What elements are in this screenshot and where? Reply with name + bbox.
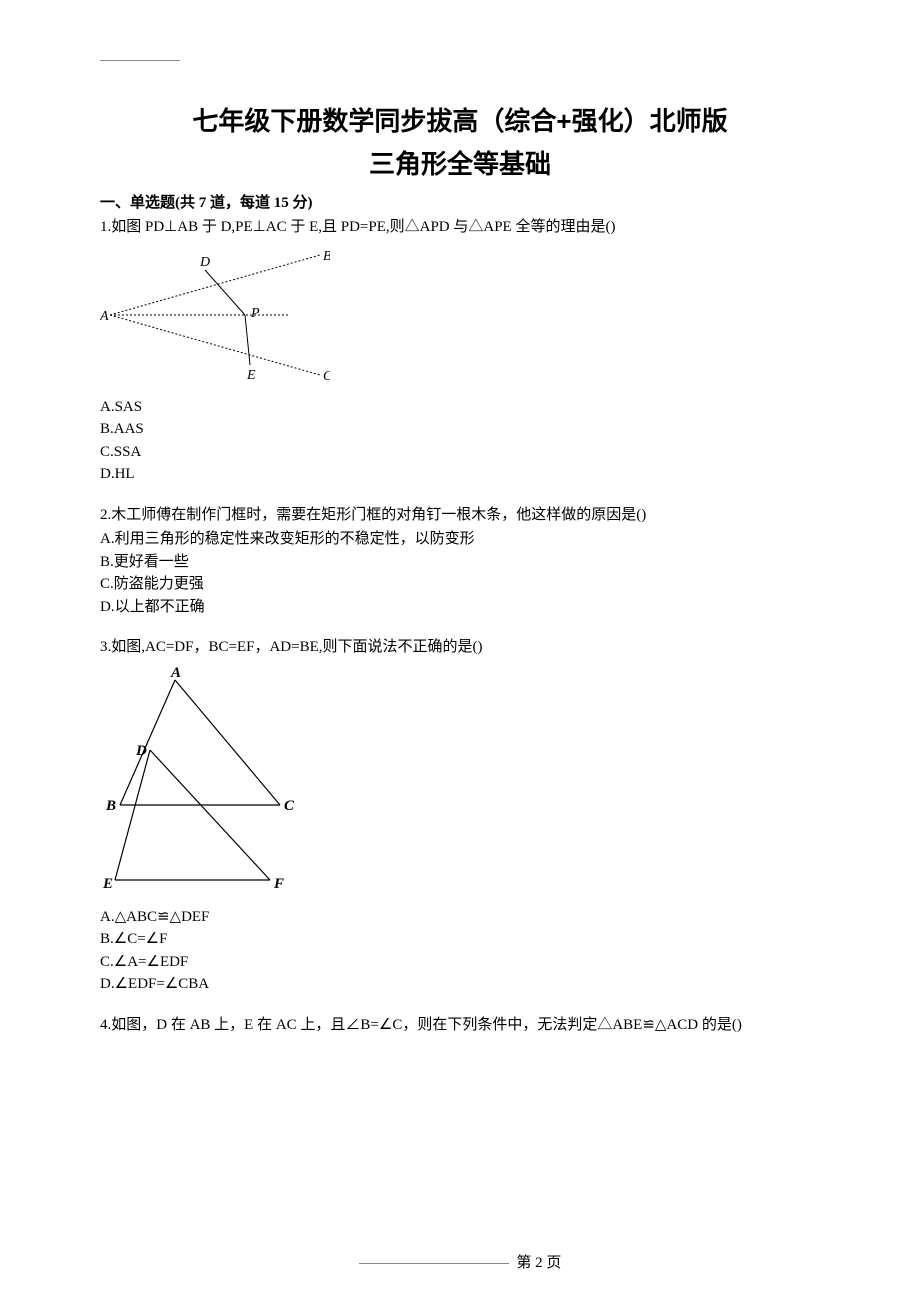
q3-figure: A B C D E F <box>100 665 820 900</box>
q1-text: 1.如图 PD⊥AB 于 D,PE⊥AC 于 E,且 PD=PE,则△APD 与… <box>100 216 820 239</box>
svg-text:P: P <box>250 306 260 321</box>
question-1: 1.如图 PD⊥AB 于 D,PE⊥AC 于 E,且 PD=PE,则△APD 与… <box>100 216 820 486</box>
svg-text:E: E <box>246 368 256 383</box>
question-2: 2.木工师傅在制作门框时，需要在矩形门框的对角钉一根木条，他这样做的原因是() … <box>100 504 820 619</box>
svg-text:B: B <box>323 249 330 264</box>
q1-svg: A B C D E P <box>100 245 330 385</box>
question-4: 4.如图，D 在 AB 上，E 在 AC 上，且∠B=∠C，则在下列条件中，无法… <box>100 1014 820 1037</box>
page-footer: 第 2 页 <box>0 1251 920 1272</box>
q1-optA: A.SAS <box>100 396 820 419</box>
q3-optC: C.∠A=∠EDF <box>100 951 820 974</box>
footer-rule <box>359 1263 509 1264</box>
q3-svg: A B C D E F <box>100 665 300 895</box>
svg-text:C: C <box>323 369 330 384</box>
svg-text:F: F <box>273 876 284 892</box>
svg-text:B: B <box>105 798 116 814</box>
question-3: 3.如图,AC=DF，BC=EF，AD=BE,则下面说法不正确的是() A B C D… <box>100 636 820 996</box>
svg-text:D: D <box>199 255 210 270</box>
q2-optD: D.以上都不正确 <box>100 596 820 619</box>
q2-optB: B.更好看一些 <box>100 551 820 574</box>
svg-text:A: A <box>170 665 181 681</box>
q1-figure: A B C D E P <box>100 245 820 390</box>
q2-text: 2.木工师傅在制作门框时，需要在矩形门框的对角钉一根木条，他这样做的原因是() <box>100 504 820 527</box>
svg-text:C: C <box>284 798 295 814</box>
q3-optB: B.∠C=∠F <box>100 928 820 951</box>
svg-text:A: A <box>100 309 109 324</box>
q3-optA: A.△ABC≌△DEF <box>100 906 820 929</box>
q1-optB: B.AAS <box>100 418 820 441</box>
page-number: 第 2 页 <box>516 1255 561 1271</box>
section-header: 一、单选题(共 7 道，每道 15 分) <box>100 191 820 212</box>
q3-optD: D.∠EDF=∠CBA <box>100 973 820 996</box>
q4-text: 4.如图，D 在 AB 上，E 在 AC 上，且∠B=∠C，则在下列条件中，无法… <box>100 1014 820 1037</box>
doc-title-line1: 七年级下册数学同步拔高（综合+强化）北师版 <box>100 101 820 138</box>
doc-title-line2: 三角形全等基础 <box>100 144 820 181</box>
svg-text:E: E <box>102 876 113 892</box>
q2-optA: A.利用三角形的稳定性来改变矩形的不稳定性，以防变形 <box>100 528 820 551</box>
q1-optD: D.HL <box>100 463 820 486</box>
q3-text: 3.如图,AC=DF，BC=EF，AD=BE,则下面说法不正确的是() <box>100 636 820 659</box>
q2-optC: C.防盗能力更强 <box>100 573 820 596</box>
top-rule <box>100 60 180 61</box>
svg-text:D: D <box>135 743 147 759</box>
q1-optC: C.SSA <box>100 441 820 464</box>
